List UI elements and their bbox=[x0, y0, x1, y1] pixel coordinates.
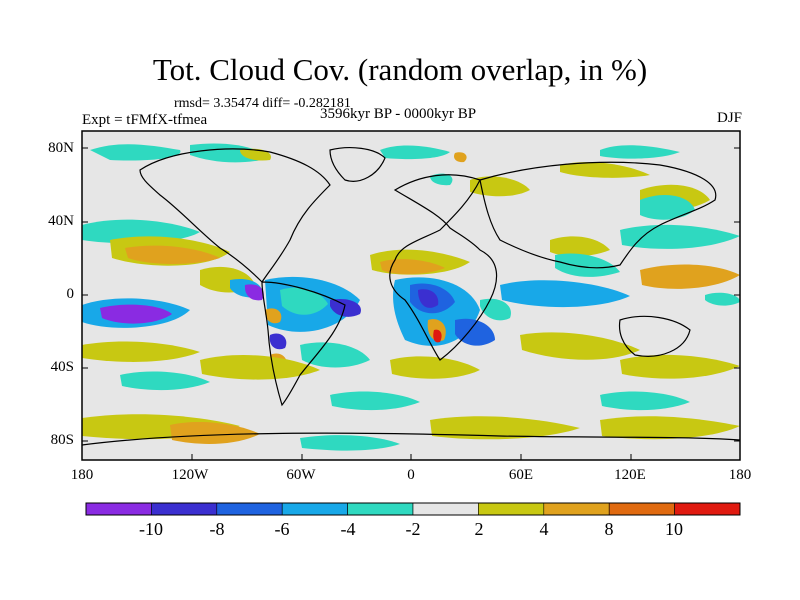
colorbar bbox=[85, 502, 741, 516]
colorbar-swatch bbox=[281, 502, 348, 516]
lat-tick-0: 0 bbox=[66, 286, 75, 302]
lat-tick-80s: 80S bbox=[50, 432, 74, 448]
colorbar-swatch bbox=[478, 502, 545, 516]
lat-tick-40s: 40S bbox=[50, 359, 74, 375]
experiment-label: Expt = tFMfX-tfmea bbox=[82, 112, 208, 128]
colorbar-swatch bbox=[608, 502, 675, 516]
period-label: 3596kyr BP - 0000kyr BP bbox=[320, 106, 477, 122]
colorbar-swatch bbox=[412, 502, 479, 516]
colorbar-label: -6 bbox=[274, 519, 290, 539]
anomaly-fields bbox=[82, 143, 740, 451]
lat-tick-40n: 40N bbox=[48, 213, 74, 229]
colorbar-frame bbox=[85, 502, 741, 516]
lon-tick-180w: 180 bbox=[70, 467, 94, 483]
colorbar-label: -4 bbox=[340, 519, 356, 539]
lon-tick-60e: 60E bbox=[508, 467, 534, 483]
colorbar-label: 4 bbox=[539, 519, 549, 539]
lon-tick-120w: 120W bbox=[171, 467, 209, 483]
stats-label: rmsd= 3.35474 diff= -0.282181 bbox=[174, 96, 351, 111]
colorbar-label: 10 bbox=[665, 519, 683, 539]
colorbar-swatch bbox=[543, 502, 610, 516]
colorbar-label: 8 bbox=[604, 519, 614, 539]
lon-tick-0: 0 bbox=[407, 467, 415, 483]
lon-tick-120e: 120E bbox=[614, 467, 646, 483]
coastlines bbox=[81, 147, 741, 446]
lon-tick-180e: 180 bbox=[728, 467, 752, 483]
colorbar-label: -8 bbox=[209, 519, 225, 539]
colorbar-swatch bbox=[216, 502, 283, 516]
colorbar-label: -10 bbox=[139, 519, 163, 539]
colorbar-swatch bbox=[347, 502, 414, 516]
lon-tick-60w: 60W bbox=[286, 467, 316, 483]
lat-tick-80n: 80N bbox=[48, 140, 74, 156]
tick-marks bbox=[82, 147, 740, 460]
season-label: DJF bbox=[716, 110, 742, 126]
colorbar-swatch bbox=[85, 502, 152, 516]
colorbar-swatch bbox=[674, 502, 741, 516]
map-title: Tot. Cloud Cov. (random overlap, in %) bbox=[152, 52, 648, 87]
colorbar-swatch bbox=[151, 502, 218, 516]
colorbar-label: -2 bbox=[405, 519, 421, 539]
colorbar-label: 2 bbox=[474, 519, 484, 539]
